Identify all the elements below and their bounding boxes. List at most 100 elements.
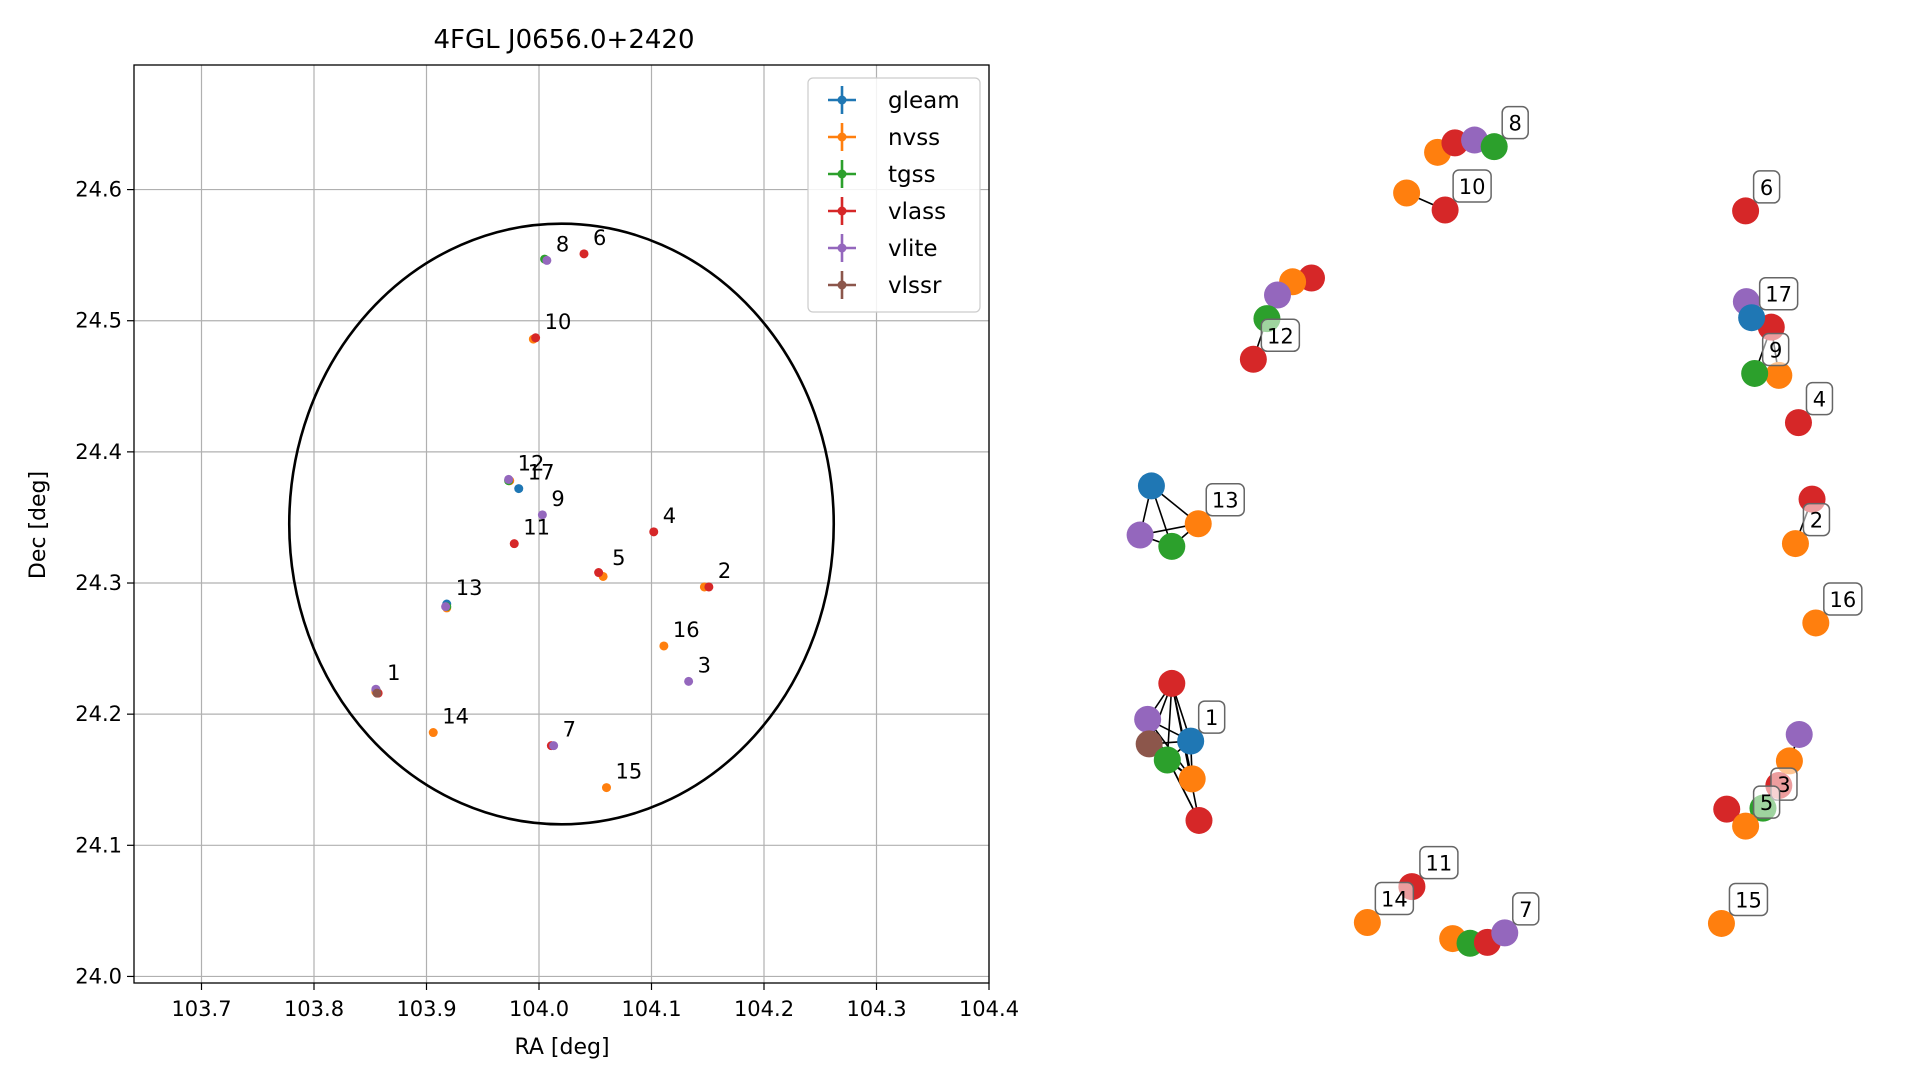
point-vlite xyxy=(542,255,552,265)
cluster-label-text: 2 xyxy=(1810,509,1823,533)
cluster-label-text: 3 xyxy=(1777,773,1790,797)
cluster-label-text: 17 xyxy=(1765,283,1792,307)
cluster-label: 9 xyxy=(1761,332,1790,367)
points-layer xyxy=(371,249,714,793)
source-label: 15 xyxy=(616,760,643,784)
cluster-label-text: 14 xyxy=(1381,888,1408,912)
scatter-panel: 4FGL J0656.0+2420 1234567891011121314151… xyxy=(26,25,1019,1060)
network-node-vlass xyxy=(1732,197,1760,225)
cluster-label: 10 xyxy=(1452,169,1492,203)
cluster-label-text: 13 xyxy=(1212,489,1239,513)
cluster-label-box xyxy=(1197,700,1226,734)
source-label: 16 xyxy=(673,618,700,642)
cluster-label: 2 xyxy=(1802,502,1831,537)
point-gleam xyxy=(514,484,524,494)
network-node-tgss xyxy=(1158,532,1186,560)
legend-entry: vlssr xyxy=(888,273,942,299)
legend-entry: tgss xyxy=(888,162,936,188)
legend-entry: nvss xyxy=(888,125,940,151)
ellipse-layer xyxy=(287,222,836,826)
cluster-label-text: 8 xyxy=(1509,112,1522,136)
cluster-label-box xyxy=(1374,881,1415,916)
point-vlite xyxy=(537,510,547,520)
cluster-label-text: 1 xyxy=(1205,706,1218,730)
cluster-label-text: 15 xyxy=(1735,888,1762,912)
source-label: 11 xyxy=(523,516,550,540)
cluster-label: 13 xyxy=(1205,482,1245,517)
point-vlass xyxy=(579,249,589,259)
point-vlite xyxy=(441,602,451,612)
network-node-nvss xyxy=(1393,179,1421,207)
source-label: 3 xyxy=(698,653,711,677)
cluster-label-box xyxy=(1260,318,1301,353)
cluster-label-text: 12 xyxy=(1267,324,1294,348)
network-node-vlass xyxy=(1784,409,1812,437)
y-axis-ticks: 24.0 24.1 24.2 24.3 24.4 24.5 24.6 xyxy=(75,178,134,988)
cluster-label-box xyxy=(1758,276,1799,311)
legend: gleam nvss tgss vlass vlite vlssr xyxy=(807,77,981,313)
cluster-label-text: 10 xyxy=(1459,175,1486,199)
x-axis-label: RA [deg] xyxy=(514,1035,609,1060)
cluster-label-text: 5 xyxy=(1760,791,1773,815)
source-label: 10 xyxy=(545,310,572,334)
y-tick-label: 24.4 xyxy=(75,440,122,464)
network-node-tgss xyxy=(1480,133,1508,161)
cluster-label: 6 xyxy=(1752,170,1781,204)
cluster-label: 8 xyxy=(1501,105,1529,140)
source-label: 13 xyxy=(456,576,483,600)
source-label: 14 xyxy=(442,705,469,729)
network-node-nvss xyxy=(1732,812,1760,840)
y-tick-label: 24.6 xyxy=(75,178,122,202)
cluster-label: 11 xyxy=(1419,845,1459,880)
network-node-nvss xyxy=(1781,530,1809,558)
source-label: 6 xyxy=(593,226,606,250)
network-node-gleam xyxy=(1177,727,1205,755)
cluster-label-text: 16 xyxy=(1829,588,1856,612)
cluster-label: 12 xyxy=(1260,318,1301,353)
cluster-label-box xyxy=(1752,170,1781,204)
point-vlite xyxy=(684,676,694,686)
x-axis-ticks: 103.7 103.8 103.9 104.0 104.1 104.2 104.3 104.4 xyxy=(171,983,1019,1021)
cluster-label-text: 6 xyxy=(1760,176,1773,200)
network-node-vlass xyxy=(1185,806,1213,834)
source-label: 12 xyxy=(518,451,545,475)
y-tick-label: 24.3 xyxy=(75,571,122,595)
x-tick-label: 104.2 xyxy=(734,997,794,1021)
x-tick-label: 104.4 xyxy=(959,997,1019,1021)
chart-title: 4FGL J0656.0+2420 xyxy=(434,25,695,55)
cluster-label-box xyxy=(1752,785,1781,819)
point-vlass xyxy=(509,539,519,549)
point-vlass xyxy=(649,527,659,537)
cluster-label-box xyxy=(1512,892,1540,926)
legend-marker-dot xyxy=(837,243,847,253)
point-vlass xyxy=(594,568,604,578)
legend-entry: vlass xyxy=(888,199,946,225)
x-tick-label: 103.8 xyxy=(284,997,344,1021)
cluster-label-box xyxy=(1823,582,1863,616)
network-node-vlass xyxy=(1158,669,1186,697)
legend-marker-dot xyxy=(837,169,847,179)
point-vlass xyxy=(704,582,714,592)
network-node-vlite xyxy=(1264,281,1292,309)
cluster-label: 14 xyxy=(1374,881,1415,916)
cluster-label-box xyxy=(1452,169,1492,203)
source-label: 17 xyxy=(528,461,555,485)
network-node-vlass xyxy=(1431,196,1459,224)
point-vlite xyxy=(549,741,559,751)
source-label: 5 xyxy=(612,546,625,570)
x-tick-label: 104.0 xyxy=(509,997,569,1021)
cluster-label-box xyxy=(1205,482,1245,517)
network-node-vlite xyxy=(1491,919,1519,947)
cluster-label-text: 11 xyxy=(1426,852,1453,876)
legend-marker-dot xyxy=(837,206,847,216)
cluster-label: 4 xyxy=(1805,381,1834,416)
cluster-label-text: 4 xyxy=(1813,388,1826,412)
point-vlass xyxy=(531,333,541,343)
legend-entry: gleam xyxy=(888,88,960,114)
y-tick-label: 24.0 xyxy=(75,964,122,988)
y-axis-label: Dec [deg] xyxy=(26,471,51,579)
point-nvss xyxy=(659,641,669,651)
